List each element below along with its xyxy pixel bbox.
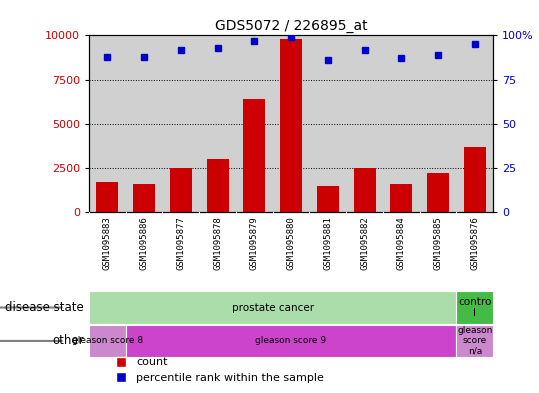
Text: GSM1095883: GSM1095883 (103, 216, 112, 270)
Text: GSM1095881: GSM1095881 (323, 216, 333, 270)
Bar (126, 325, 457, 357)
Bar (89, 325, 126, 357)
Title: GDS5072 / 226895_at: GDS5072 / 226895_at (215, 19, 368, 33)
Bar (317, 185, 339, 212)
Text: contro
l: contro l (458, 297, 492, 318)
Text: GSM1095876: GSM1095876 (471, 216, 479, 270)
Text: disease state: disease state (5, 301, 84, 314)
Text: prostate cancer: prostate cancer (232, 303, 314, 312)
Bar (133, 184, 155, 212)
Text: gleason
score
n/a: gleason score n/a (457, 326, 493, 356)
Bar (243, 99, 265, 212)
Legend: count, percentile rank within the sample: count, percentile rank within the sample (105, 353, 329, 387)
Text: gleason score 8: gleason score 8 (72, 336, 143, 345)
Text: gleason score 9: gleason score 9 (255, 336, 327, 345)
Bar (354, 168, 376, 212)
Text: GSM1095886: GSM1095886 (140, 216, 149, 270)
Bar (464, 147, 486, 212)
Bar (206, 159, 229, 212)
Text: GSM1095878: GSM1095878 (213, 216, 222, 270)
Bar (280, 39, 302, 212)
Bar (170, 168, 192, 212)
Bar (427, 173, 449, 212)
Text: GSM1095880: GSM1095880 (287, 216, 295, 270)
Bar (96, 182, 119, 212)
Bar (457, 325, 493, 357)
Text: other: other (52, 334, 84, 347)
Text: GSM1095882: GSM1095882 (360, 216, 369, 270)
Text: GSM1095885: GSM1095885 (433, 216, 443, 270)
Bar (390, 184, 412, 212)
Text: GSM1095879: GSM1095879 (250, 216, 259, 270)
Text: GSM1095877: GSM1095877 (176, 216, 185, 270)
Text: GSM1095884: GSM1095884 (397, 216, 406, 270)
Bar (457, 292, 493, 323)
